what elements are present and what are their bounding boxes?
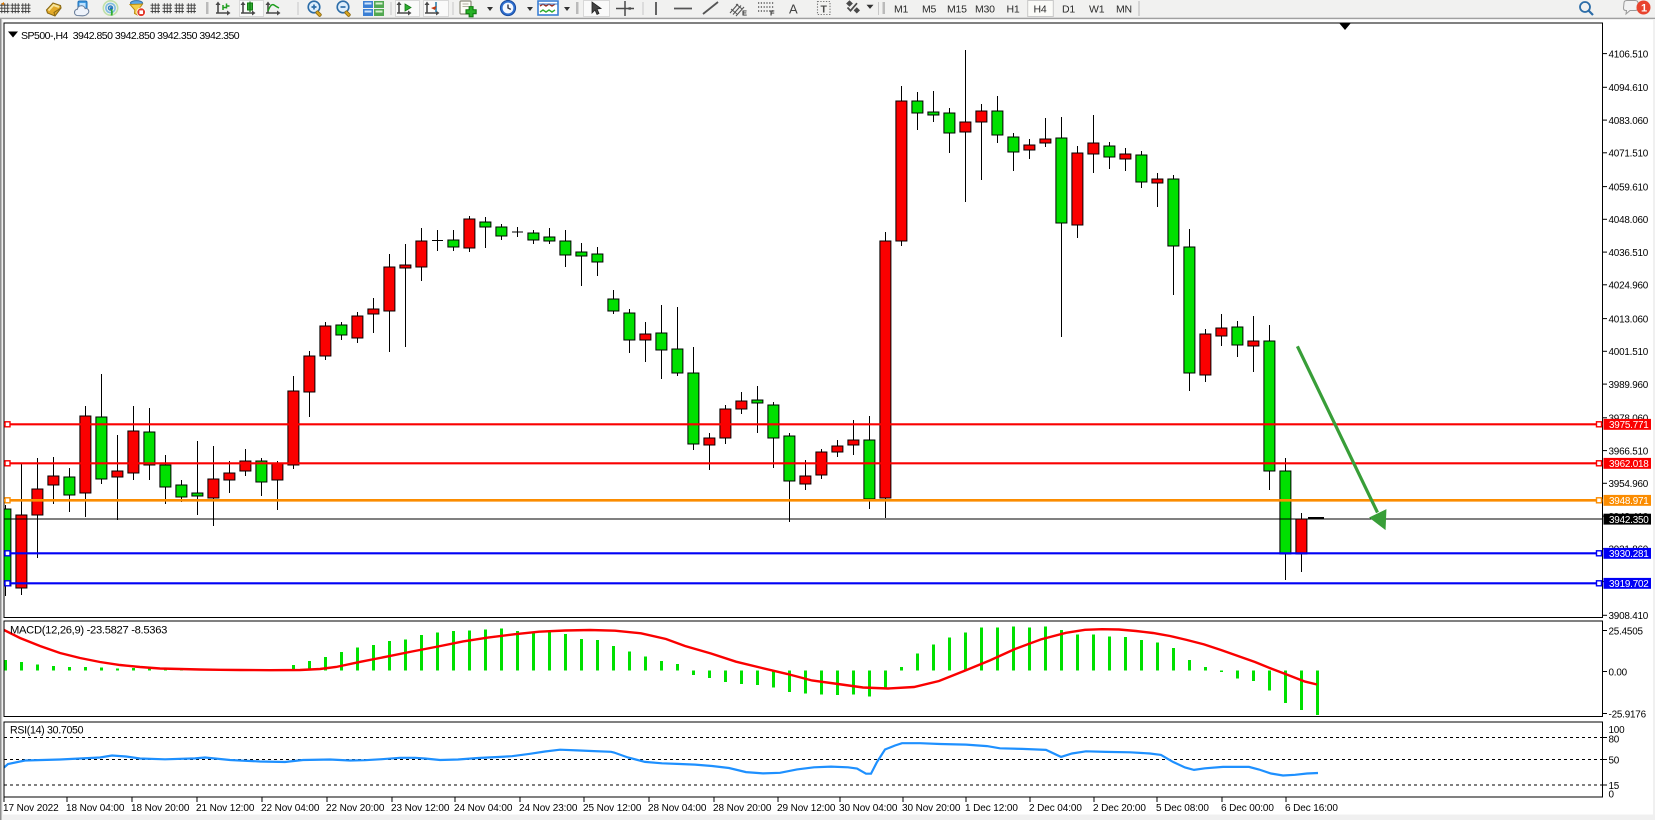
svg-text:3930.281: 3930.281 — [1609, 549, 1649, 560]
svg-text:3966.510: 3966.510 — [1609, 446, 1649, 457]
svg-text:50: 50 — [1609, 755, 1620, 766]
svg-text:22 Nov 04:00: 22 Nov 04:00 — [261, 803, 320, 814]
svg-text:5 Dec 08:00: 5 Dec 08:00 — [1156, 803, 1209, 814]
svg-text:3942.350: 3942.350 — [1609, 515, 1649, 526]
svg-text:30 Nov 04:00: 30 Nov 04:00 — [839, 803, 898, 814]
svg-text:24 Nov 23:00: 24 Nov 23:00 — [519, 803, 578, 814]
svg-text:MACD(12,26,9) -23.5827 -8.5363: MACD(12,26,9) -23.5827 -8.5363 — [10, 625, 167, 637]
svg-text:SP500-,H4 3942.850 3942.850 3: SP500-,H4 3942.850 3942.850 3942.350 394… — [21, 30, 240, 42]
svg-text:6 Dec 00:00: 6 Dec 00:00 — [1221, 803, 1274, 814]
svg-text:M5: M5 — [922, 3, 937, 15]
svg-text:M15: M15 — [947, 3, 967, 15]
svg-text:M30: M30 — [975, 3, 995, 15]
svg-text:4048.060: 4048.060 — [1609, 215, 1649, 226]
svg-text:RSI(14) 30.7050: RSI(14) 30.7050 — [10, 725, 84, 737]
svg-text:28 Nov 04:00: 28 Nov 04:00 — [648, 803, 707, 814]
svg-text:W1: W1 — [1089, 3, 1105, 15]
svg-text:4036.510: 4036.510 — [1609, 248, 1649, 259]
svg-text:21 Nov 12:00: 21 Nov 12:00 — [196, 803, 255, 814]
svg-text:100: 100 — [1609, 725, 1626, 736]
svg-text:E: E — [742, 9, 747, 18]
svg-text:22 Nov 20:00: 22 Nov 20:00 — [326, 803, 385, 814]
svg-text:24 Nov 04:00: 24 Nov 04:00 — [454, 803, 513, 814]
svg-text:3989.960: 3989.960 — [1609, 380, 1649, 391]
svg-text:3908.410: 3908.410 — [1609, 611, 1649, 622]
svg-text:30 Nov 20:00: 30 Nov 20:00 — [902, 803, 961, 814]
svg-text:H4: H4 — [1034, 3, 1047, 15]
svg-text:-25.9176: -25.9176 — [1609, 709, 1647, 720]
svg-text:18 Nov 20:00: 18 Nov 20:00 — [131, 803, 190, 814]
svg-text:17 Nov 2022: 17 Nov 2022 — [3, 803, 59, 814]
svg-text:3962.018: 3962.018 — [1609, 459, 1649, 470]
svg-text:2 Dec 20:00: 2 Dec 20:00 — [1093, 803, 1146, 814]
svg-text:4059.610: 4059.610 — [1609, 182, 1649, 193]
svg-text:3975.771: 3975.771 — [1609, 420, 1649, 431]
svg-text:28 Nov 20:00: 28 Nov 20:00 — [713, 803, 772, 814]
svg-text:1: 1 — [1641, 3, 1647, 15]
svg-text:4071.510: 4071.510 — [1609, 149, 1649, 160]
svg-text:4024.960: 4024.960 — [1609, 281, 1649, 292]
svg-text:23 Nov 12:00: 23 Nov 12:00 — [391, 803, 450, 814]
svg-text:4106.510: 4106.510 — [1609, 49, 1649, 60]
svg-text:3948.971: 3948.971 — [1609, 496, 1649, 507]
svg-text:H1: H1 — [1007, 3, 1020, 15]
svg-text:15: 15 — [1609, 781, 1620, 792]
svg-text:M1: M1 — [894, 3, 909, 15]
svg-text:F: F — [770, 9, 775, 18]
svg-text:4013.060: 4013.060 — [1609, 314, 1649, 325]
svg-text:MN: MN — [1116, 3, 1132, 15]
svg-text:T: T — [821, 4, 828, 16]
svg-text:80: 80 — [1609, 734, 1620, 745]
svg-text:2 Dec 04:00: 2 Dec 04:00 — [1029, 803, 1082, 814]
svg-text:D1: D1 — [1062, 3, 1075, 15]
svg-text:1 Dec 12:00: 1 Dec 12:00 — [965, 803, 1018, 814]
svg-text:18 Nov 04:00: 18 Nov 04:00 — [66, 803, 125, 814]
svg-text:29 Nov 12:00: 29 Nov 12:00 — [777, 803, 836, 814]
svg-text:A: A — [789, 2, 798, 17]
svg-text:6 Dec 16:00: 6 Dec 16:00 — [1285, 803, 1338, 814]
svg-text:4094.610: 4094.610 — [1609, 83, 1649, 94]
svg-text:0.00: 0.00 — [1609, 667, 1628, 678]
svg-text:3919.702: 3919.702 — [1609, 579, 1649, 590]
svg-text:3954.960: 3954.960 — [1609, 479, 1649, 490]
svg-text:4083.060: 4083.060 — [1609, 116, 1649, 127]
svg-text:0: 0 — [1609, 789, 1615, 800]
svg-text:25 Nov 12:00: 25 Nov 12:00 — [583, 803, 642, 814]
svg-text:25.4505: 25.4505 — [1609, 626, 1644, 637]
svg-text:4001.510: 4001.510 — [1609, 347, 1649, 358]
